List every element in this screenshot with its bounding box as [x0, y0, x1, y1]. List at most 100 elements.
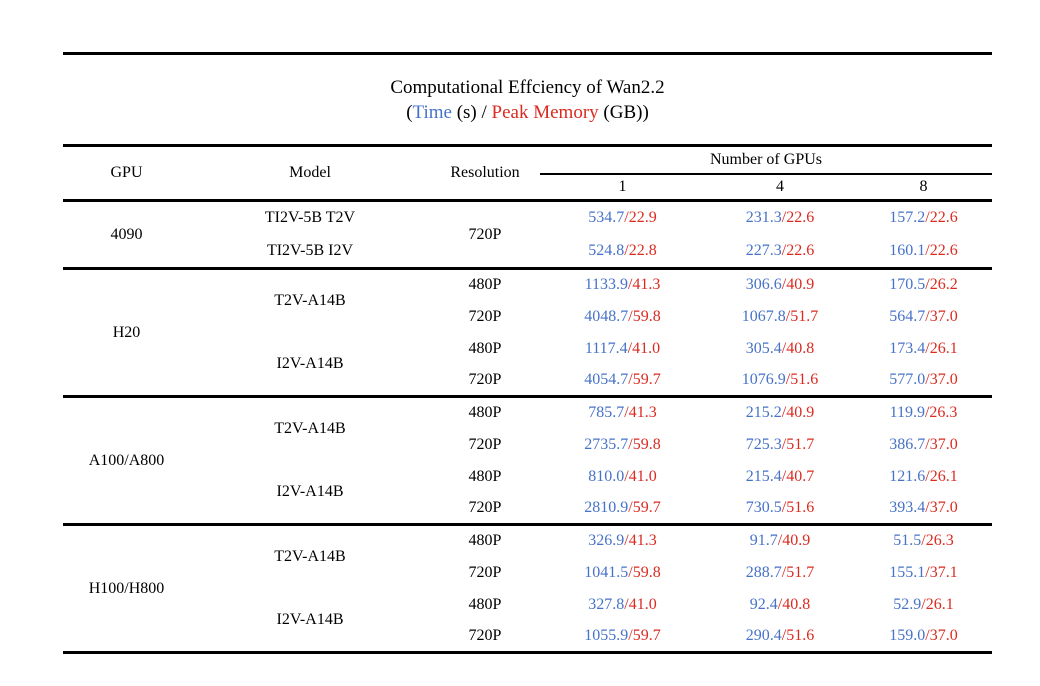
metric-cell: 305.4/40.8 — [705, 333, 855, 365]
table-row: I2V-A14B 480P 810.0/41.0 215.4/40.7 121.6/26… — [63, 461, 992, 500]
col-header-gpus-8: 8 — [855, 173, 993, 202]
time-value: 215.2 — [745, 404, 782, 422]
table-subtitle: (Time (s) / Peak Memory (GB)) — [63, 100, 992, 125]
metric-cell: 160.1/22.6 — [855, 235, 992, 269]
subtitle-time-unit: (s) / — [451, 102, 492, 123]
time-value: 564.7 — [889, 307, 926, 325]
memory-value: /41.3 — [627, 276, 661, 294]
metric-cell: 92.4/40.8 — [705, 589, 855, 621]
memory-value: /22.6 — [781, 241, 815, 259]
memory-value: /41.0 — [627, 339, 661, 357]
metric-cell: 386.7/37.0 — [855, 429, 992, 461]
memory-value: /40.8 — [781, 339, 815, 357]
memory-value: /37.0 — [925, 370, 958, 388]
table-row: I2V-A14B 480P 1117.4/41.0 305.4/40.8 173.4/2… — [63, 333, 992, 372]
memory-value: /22.6 — [781, 209, 815, 227]
subtitle-time-label: Time — [412, 102, 452, 123]
resolution-cell: 720P — [468, 626, 502, 644]
memory-value: /59.7 — [628, 370, 661, 388]
memory-value: /51.6 — [785, 370, 819, 388]
time-value: 327.8 — [588, 595, 625, 613]
table-row: I2V-A14B 480P 327.8/41.0 92.4/40.8 52.9/26.1 — [63, 589, 992, 628]
table-body: 4090 TI2V-5B T2V 720P 534.7/22.9 231.3/22.6 1… — [63, 199, 993, 653]
metric-cell: 1133.9/41.3 — [540, 267, 705, 301]
col-header-number-of-gpus: Number of GPUs — [540, 145, 993, 175]
gpu-cell: H20 — [63, 267, 190, 397]
model-cell: TI2V-5B T2V — [190, 199, 430, 235]
memory-value: /41.0 — [624, 467, 657, 485]
metric-cell: 327.8/41.0 — [540, 589, 705, 621]
metric-cell: 534.7/22.9 — [540, 199, 705, 235]
resolution-cell: 720P — [468, 307, 502, 325]
metric-cell: 288.7/51.7 — [705, 557, 855, 589]
metric-cell: 290.4/51.6 — [705, 621, 855, 653]
col-header-resolution: Resolution — [430, 145, 540, 202]
gpu-cell: H100/H800 — [63, 523, 190, 653]
metric-cell: 173.4/26.1 — [855, 333, 992, 365]
time-value: 577.0 — [889, 370, 926, 388]
memory-value: /37.1 — [925, 563, 958, 581]
memory-value: /26.1 — [921, 595, 954, 613]
memory-value: /59.7 — [628, 498, 661, 516]
time-value: 1117.4 — [584, 339, 628, 357]
memory-value: /22.8 — [624, 241, 657, 259]
time-value: 231.3 — [745, 209, 782, 227]
metric-cell: 393.4/37.0 — [855, 493, 992, 525]
time-value: 92.4 — [749, 595, 778, 613]
memory-value: /37.0 — [925, 498, 958, 516]
table-row: 720P 4054.7/59.7 1076.9/51.6 577.0/37.0 — [63, 365, 992, 397]
time-value: 91.7 — [749, 532, 778, 550]
model-cell: T2V-A14B — [190, 267, 430, 333]
memory-value: /37.0 — [925, 307, 958, 325]
table-row: H100/H800 T2V-A14B 480P 326.9/41.3 91.7/40.9… — [63, 523, 993, 653]
time-value: 290.4 — [745, 626, 782, 644]
metric-cell: 306.6/40.9 — [705, 267, 855, 301]
memory-value: /41.3 — [624, 532, 657, 550]
gpu-cell: A100/A800 — [63, 395, 190, 525]
document-page: Computational Effciency of Wan2.2 (Time … — [63, 0, 993, 654]
time-value: 4048.7 — [584, 307, 629, 325]
model-cell: I2V-A14B — [276, 482, 344, 500]
resolution-cell: 720P — [430, 199, 540, 269]
gpu-cell: 4090 — [63, 199, 190, 269]
memory-value: /41.0 — [624, 595, 657, 613]
resolution-cell: 720P — [468, 435, 502, 453]
memory-value: /59.8 — [628, 307, 661, 325]
time-value: 4054.7 — [584, 370, 629, 388]
metric-cell: 121.6/26.1 — [855, 461, 992, 493]
resolution-cell: 720P — [468, 370, 502, 388]
time-value: 305.4 — [745, 339, 782, 357]
model-cell: TI2V-5B I2V — [266, 241, 354, 259]
time-value: 170.5 — [889, 276, 926, 294]
metric-cell: 577.0/37.0 — [855, 365, 992, 397]
memory-value: /40.9 — [781, 276, 815, 294]
metric-cell: 51.5/26.3 — [855, 523, 993, 557]
metric-cell: 157.2/22.6 — [855, 199, 993, 235]
metric-cell: 730.5/51.6 — [705, 493, 855, 525]
resolution-cell: 480P — [468, 467, 502, 485]
table-title: Computational Effciency of Wan2.2 — [390, 77, 665, 98]
memory-value: /59.7 — [628, 626, 661, 644]
table-caption: Computational Effciency of Wan2.2 (Time … — [63, 55, 992, 144]
time-value: 386.7 — [889, 435, 926, 453]
subtitle-open-paren: ( — [406, 102, 413, 123]
col-header-gpus-4: 4 — [705, 173, 855, 202]
metric-cell: 725.3/51.7 — [705, 429, 855, 461]
memory-value: /22.9 — [624, 209, 657, 227]
time-value: 227.3 — [745, 241, 782, 259]
metric-cell: 2810.9/59.7 — [540, 493, 705, 525]
metric-cell: 91.7/40.9 — [705, 523, 855, 557]
metric-cell: 119.9/26.3 — [855, 395, 993, 429]
time-value: 157.2 — [889, 209, 926, 227]
table-row: 720P 1041.5/59.8 288.7/51.7 155.1/37.1 — [63, 557, 992, 589]
time-value: 1067.8 — [741, 307, 786, 325]
memory-value: /37.0 — [925, 626, 958, 644]
time-value: 1076.9 — [741, 370, 786, 388]
time-value: 52.9 — [893, 595, 922, 613]
time-value: 534.7 — [588, 209, 625, 227]
metric-cell: 1117.4/41.0 — [540, 333, 705, 365]
memory-value: /51.6 — [781, 626, 815, 644]
metric-cell: 215.2/40.9 — [705, 395, 855, 429]
table-row: 4090 TI2V-5B T2V 720P 534.7/22.9 231.3/22.6 1… — [63, 199, 993, 269]
table-row: TI2V-5B I2V 524.8/22.8 227.3/22.6 160.1/22.… — [63, 235, 992, 269]
